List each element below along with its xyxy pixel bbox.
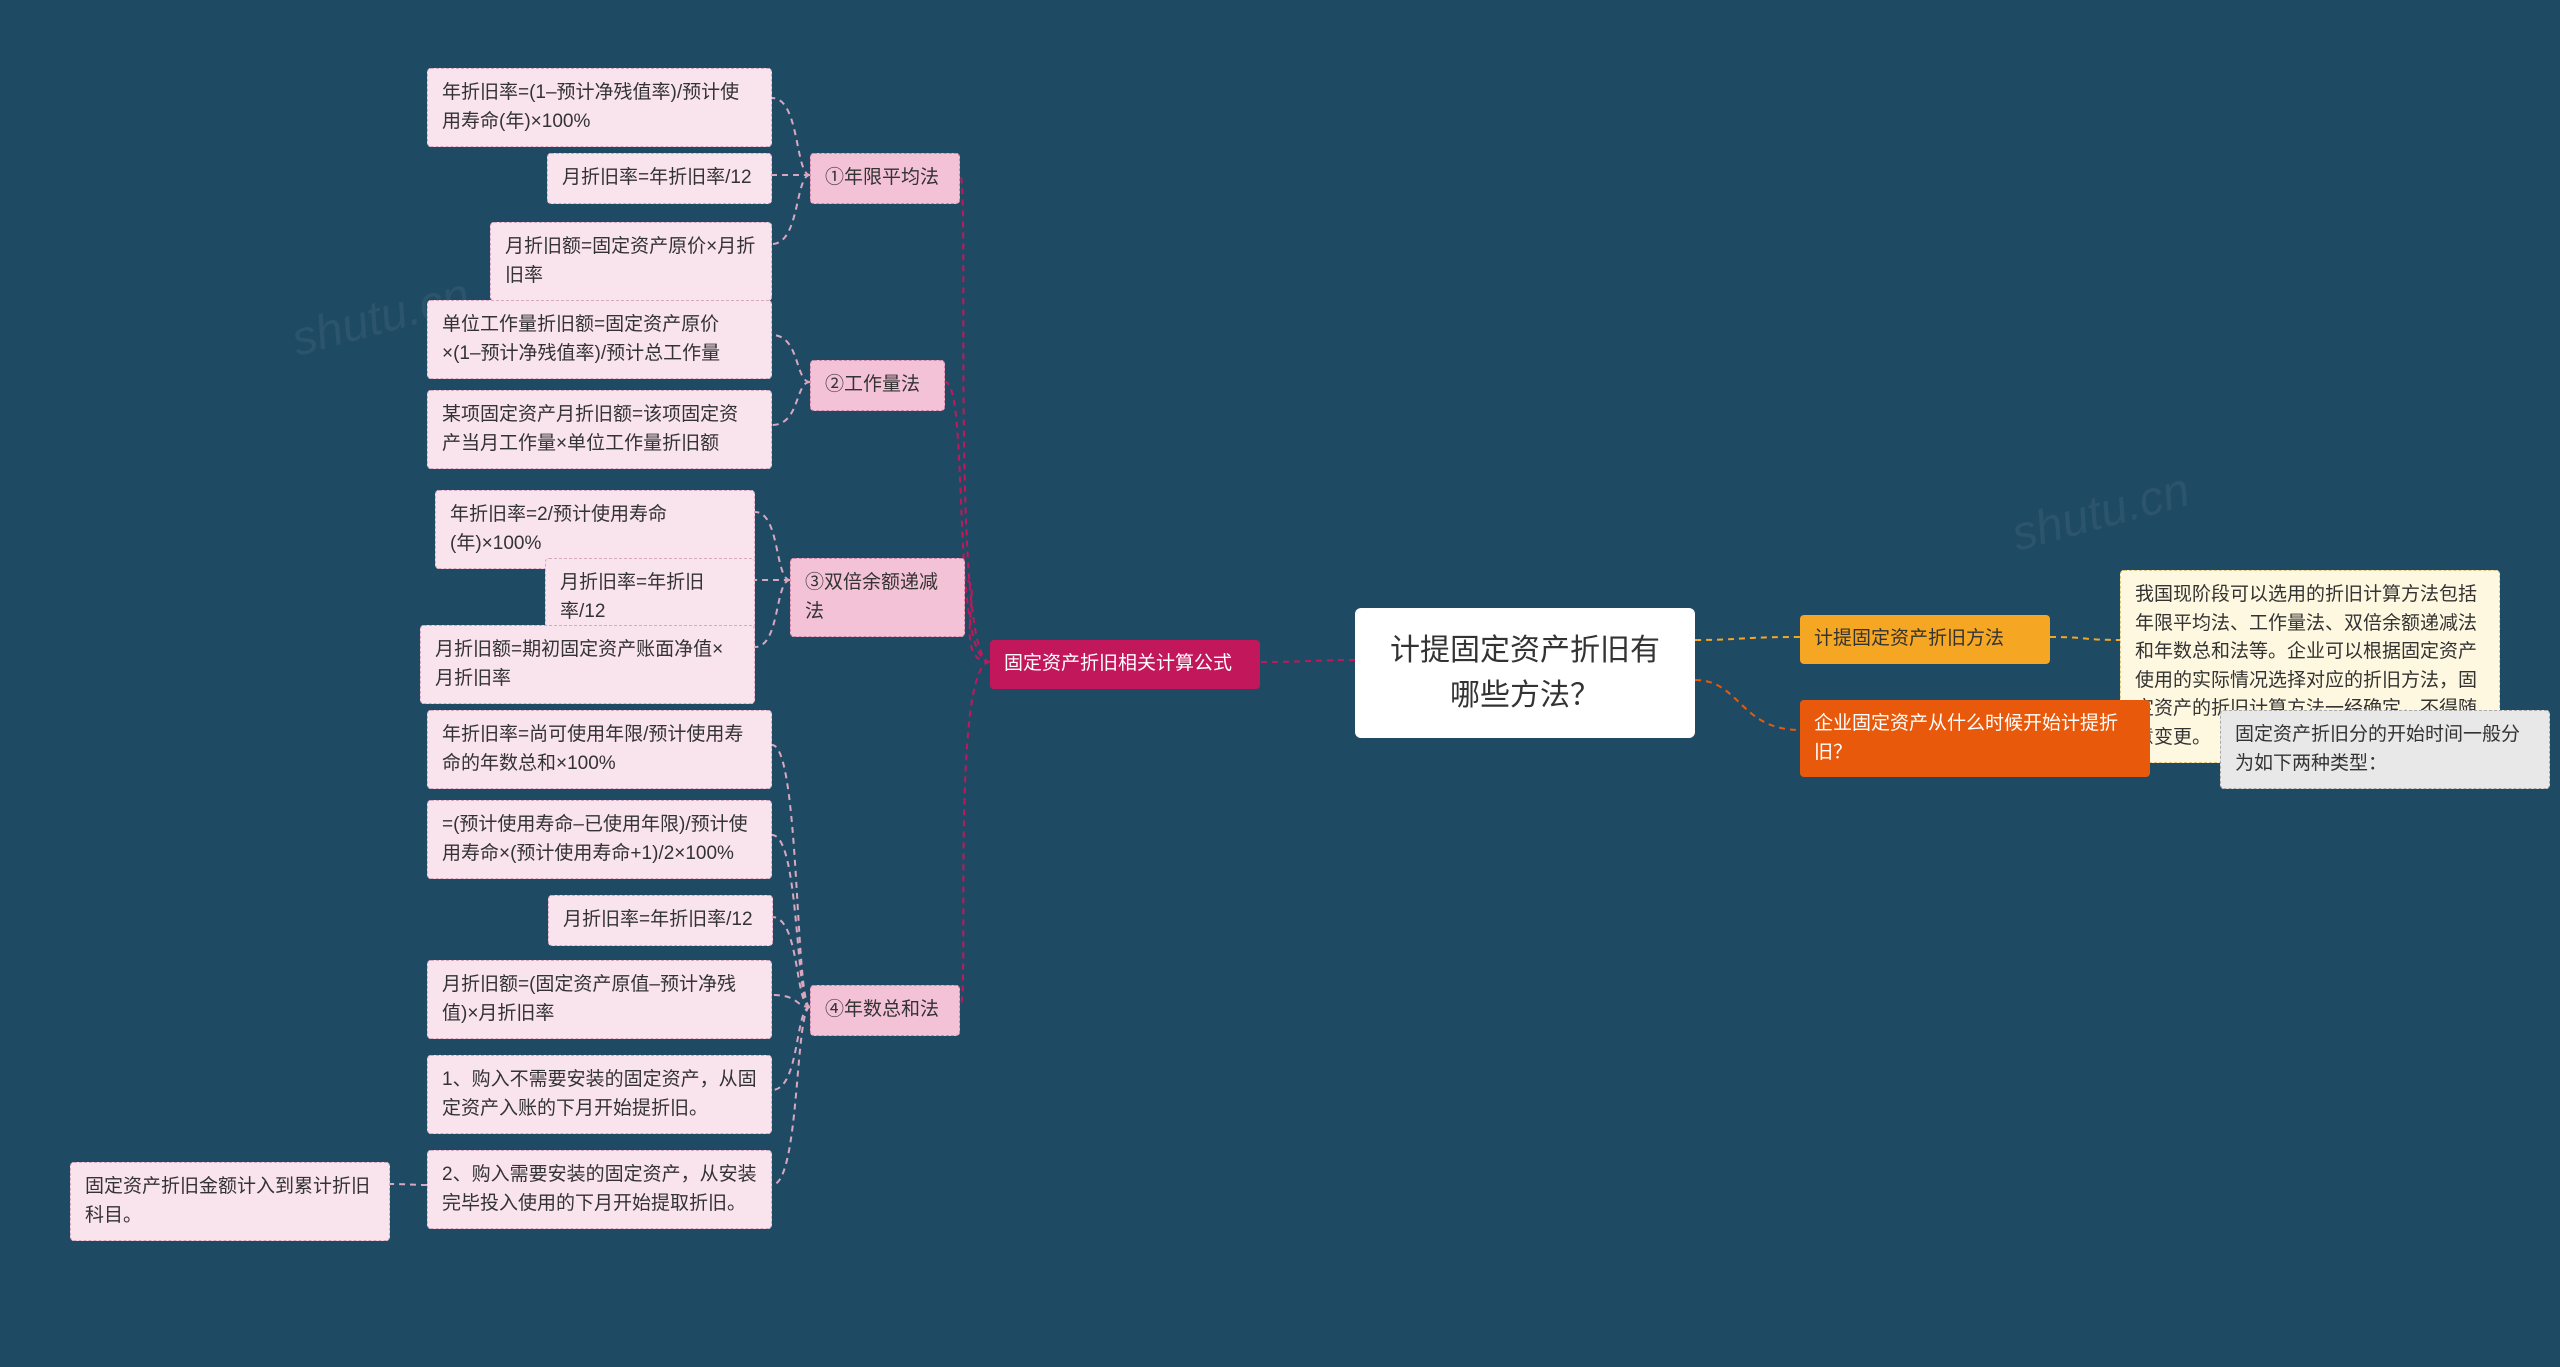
method-4[interactable]: ④年数总和法 <box>810 985 960 1036</box>
m4-item-4: 月折旧额=(固定资产原值–预计净残值)×月折旧率 <box>427 960 772 1039</box>
method-3[interactable]: ③双倍余额递减法 <box>790 558 965 637</box>
m4-item-5: 1、购入不需要安装的固定资产，从固定资产入账的下月开始提折旧。 <box>427 1055 772 1134</box>
m4-extra: 固定资产折旧金额计入到累计折旧科目。 <box>70 1162 390 1241</box>
m2-item-2: 某项固定资产月折旧额=该项固定资产当月工作量×单位工作量折旧额 <box>427 390 772 469</box>
m4-item-6: 2、购入需要安装的固定资产，从安装完毕投入使用的下月开始提取折旧。 <box>427 1150 772 1229</box>
right-branch-1[interactable]: 计提固定资产折旧方法 <box>1800 615 2050 664</box>
m4-item-1: 年折旧率=尚可使用年限/预计使用寿命的年数总和×100% <box>427 710 772 789</box>
method-1[interactable]: ①年限平均法 <box>810 153 960 204</box>
m4-item-3: 月折旧率=年折旧率/12 <box>548 895 773 946</box>
right-branch-2[interactable]: 企业固定资产从什么时候开始计提折旧？ <box>1800 700 2150 777</box>
watermark: shutu.cn <box>2006 462 2196 562</box>
left-main[interactable]: 固定资产折旧相关计算公式 <box>990 640 1260 689</box>
m2-item-1: 单位工作量折旧额=固定资产原价×(1–预计净残值率)/预计总工作量 <box>427 300 772 379</box>
m1-item-3: 月折旧额=固定资产原价×月折旧率 <box>490 222 772 301</box>
m1-item-2: 月折旧率=年折旧率/12 <box>547 153 772 204</box>
m1-item-1: 年折旧率=(1–预计净残值率)/预计使用寿命(年)×100% <box>427 68 772 147</box>
m3-item-3: 月折旧额=期初固定资产账面净值×月折旧率 <box>420 625 755 704</box>
method-2[interactable]: ②工作量法 <box>810 360 945 411</box>
right-branch-2-desc: 固定资产折旧分的开始时间一般分为如下两种类型： <box>2220 710 2550 789</box>
m4-item-2: =(预计使用寿命–已使用年限)/预计使用寿命×(预计使用寿命+1)/2×100% <box>427 800 772 879</box>
root-node[interactable]: 计提固定资产折旧有哪些方法？ <box>1355 608 1695 738</box>
